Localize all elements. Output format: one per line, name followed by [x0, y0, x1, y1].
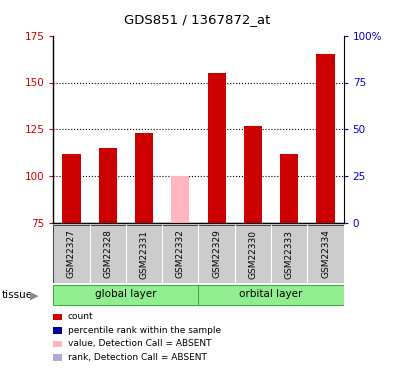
Text: rank, Detection Call = ABSENT: rank, Detection Call = ABSENT — [68, 353, 207, 362]
Text: GSM22331: GSM22331 — [139, 230, 149, 279]
Text: tissue: tissue — [2, 291, 33, 300]
Bar — [199, 285, 344, 304]
Bar — [99, 148, 117, 223]
Text: GSM22328: GSM22328 — [103, 230, 112, 279]
Text: GSM22333: GSM22333 — [285, 230, 294, 279]
Text: GSM22334: GSM22334 — [321, 230, 330, 279]
Bar — [53, 285, 199, 304]
Text: GSM22329: GSM22329 — [212, 230, 221, 279]
Bar — [62, 154, 81, 223]
Text: percentile rank within the sample: percentile rank within the sample — [68, 326, 221, 335]
Bar — [280, 154, 298, 223]
Text: GSM22332: GSM22332 — [176, 230, 185, 279]
Text: value, Detection Call = ABSENT: value, Detection Call = ABSENT — [68, 339, 211, 348]
Text: orbital layer: orbital layer — [239, 290, 303, 299]
Bar — [207, 73, 226, 223]
Text: GSM22327: GSM22327 — [67, 230, 76, 279]
Bar — [244, 126, 262, 223]
Text: global layer: global layer — [95, 290, 157, 299]
Text: count: count — [68, 312, 94, 321]
Text: GSM22330: GSM22330 — [248, 230, 258, 279]
Text: ▶: ▶ — [30, 291, 38, 300]
Text: GDS851 / 1367872_at: GDS851 / 1367872_at — [124, 13, 271, 26]
Bar — [171, 176, 190, 223]
Bar — [135, 133, 153, 223]
Bar — [316, 54, 335, 223]
